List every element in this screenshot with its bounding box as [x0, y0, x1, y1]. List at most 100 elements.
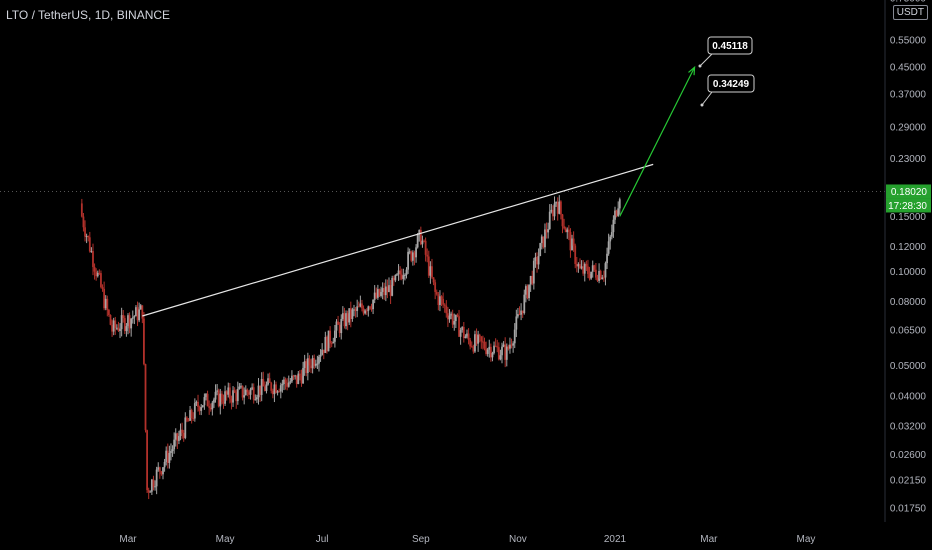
candle-body: [445, 305, 448, 314]
candle-body: [489, 346, 492, 358]
countdown-tag: [886, 198, 931, 213]
candle-body: [469, 339, 472, 347]
candle-body: [595, 269, 597, 278]
candle-body: [166, 450, 169, 463]
candle-body: [483, 341, 486, 349]
candle-body: [496, 346, 499, 348]
candle-body: [251, 387, 254, 390]
candle-body: [537, 255, 540, 265]
candle-body: [165, 450, 168, 462]
candle-body: [427, 256, 430, 276]
candle-body: [494, 345, 497, 347]
candle-body: [349, 308, 352, 319]
candle-body: [411, 252, 414, 261]
last-price-label: 0.18020: [891, 187, 928, 198]
candle-body: [128, 315, 131, 329]
candle-body: [219, 393, 222, 407]
x-axis[interactable]: Mar May Jul Sep Nov 2021 Mar May: [119, 534, 815, 545]
candle-body: [238, 386, 241, 389]
x-tick-label: Nov: [509, 534, 527, 545]
candle-body: [316, 363, 319, 365]
candle-body: [501, 346, 503, 356]
candle-body: [157, 467, 160, 470]
candle-body: [289, 381, 292, 383]
candle-body: [152, 479, 155, 487]
candle-body: [322, 349, 325, 353]
symbol-title[interactable]: LTO / TetherUS, 1D, BINANCE: [6, 8, 171, 22]
candle-body: [606, 253, 608, 264]
candle-body: [429, 266, 432, 276]
y-tick-label: 0.29000: [890, 122, 927, 133]
candle-body: [419, 230, 422, 245]
candle-body: [275, 384, 277, 393]
candle-body: [539, 243, 542, 256]
candle-body: [378, 289, 381, 296]
candle-body: [170, 451, 172, 453]
candle-body: [461, 326, 464, 331]
candle-body: [555, 201, 558, 204]
candle-body: [559, 201, 562, 215]
candle-body: [357, 306, 360, 308]
candle-body: [265, 384, 268, 391]
candle-body: [123, 318, 126, 332]
candle-body: [426, 254, 429, 257]
candle-body: [80, 203, 83, 217]
candle-body: [566, 229, 569, 233]
candle-body: [278, 391, 281, 393]
candle-body: [244, 389, 247, 396]
candle-body: [564, 228, 567, 233]
candle-body: [115, 327, 118, 329]
candle-body: [512, 343, 515, 346]
candle-body: [369, 306, 371, 309]
candle-body: [174, 433, 177, 440]
candle-body: [283, 379, 285, 384]
candle-body: [424, 240, 427, 255]
candle-body: [552, 209, 554, 217]
plot-area[interactable]: [0, 190, 885, 500]
candle-body: [588, 273, 591, 279]
candle-body: [257, 385, 260, 398]
candle-body: [513, 329, 516, 344]
candle-body: [384, 286, 387, 296]
candle-body: [302, 368, 304, 384]
candle-body: [308, 358, 311, 366]
candle-body: [256, 397, 258, 400]
candle-body: [295, 375, 298, 384]
candle-body: [615, 210, 618, 216]
candle-body: [348, 308, 351, 323]
candle-body: [216, 390, 219, 392]
callout-label: 0.45118: [712, 41, 748, 52]
candle-body: [373, 292, 376, 300]
candle-body: [381, 288, 384, 292]
currency-badge[interactable]: USDT: [892, 5, 928, 20]
candle-body: [450, 313, 452, 316]
candle-body: [553, 203, 556, 217]
candle-body: [470, 346, 473, 348]
y-axis[interactable]: 0.75000 0.55000 0.45000 0.37000 0.29000 0.230…: [890, 0, 927, 515]
candle-body: [189, 410, 191, 421]
candle-body: [187, 420, 190, 422]
candle-body: [504, 344, 507, 360]
candle-body: [591, 265, 594, 272]
candle-body: [321, 349, 324, 355]
y-tick-label: 0.02600: [890, 450, 927, 461]
candle-body: [108, 310, 110, 316]
candle-body: [462, 326, 465, 339]
candle-body: [195, 401, 198, 404]
candle-body: [262, 378, 265, 387]
candle-body: [217, 390, 220, 407]
candle-body: [103, 288, 106, 309]
candle-body: [162, 467, 164, 475]
candle-body: [370, 308, 373, 310]
candle-body: [582, 266, 585, 274]
candle-body: [475, 334, 478, 344]
candle-body: [544, 229, 546, 248]
candle-body: [343, 313, 346, 327]
candle-body: [579, 264, 581, 269]
candle-body: [505, 346, 508, 360]
candle-body: [158, 467, 161, 472]
candle-body: [127, 315, 129, 327]
y-tick-label: 0.06500: [890, 325, 927, 336]
candle-body: [263, 386, 266, 391]
